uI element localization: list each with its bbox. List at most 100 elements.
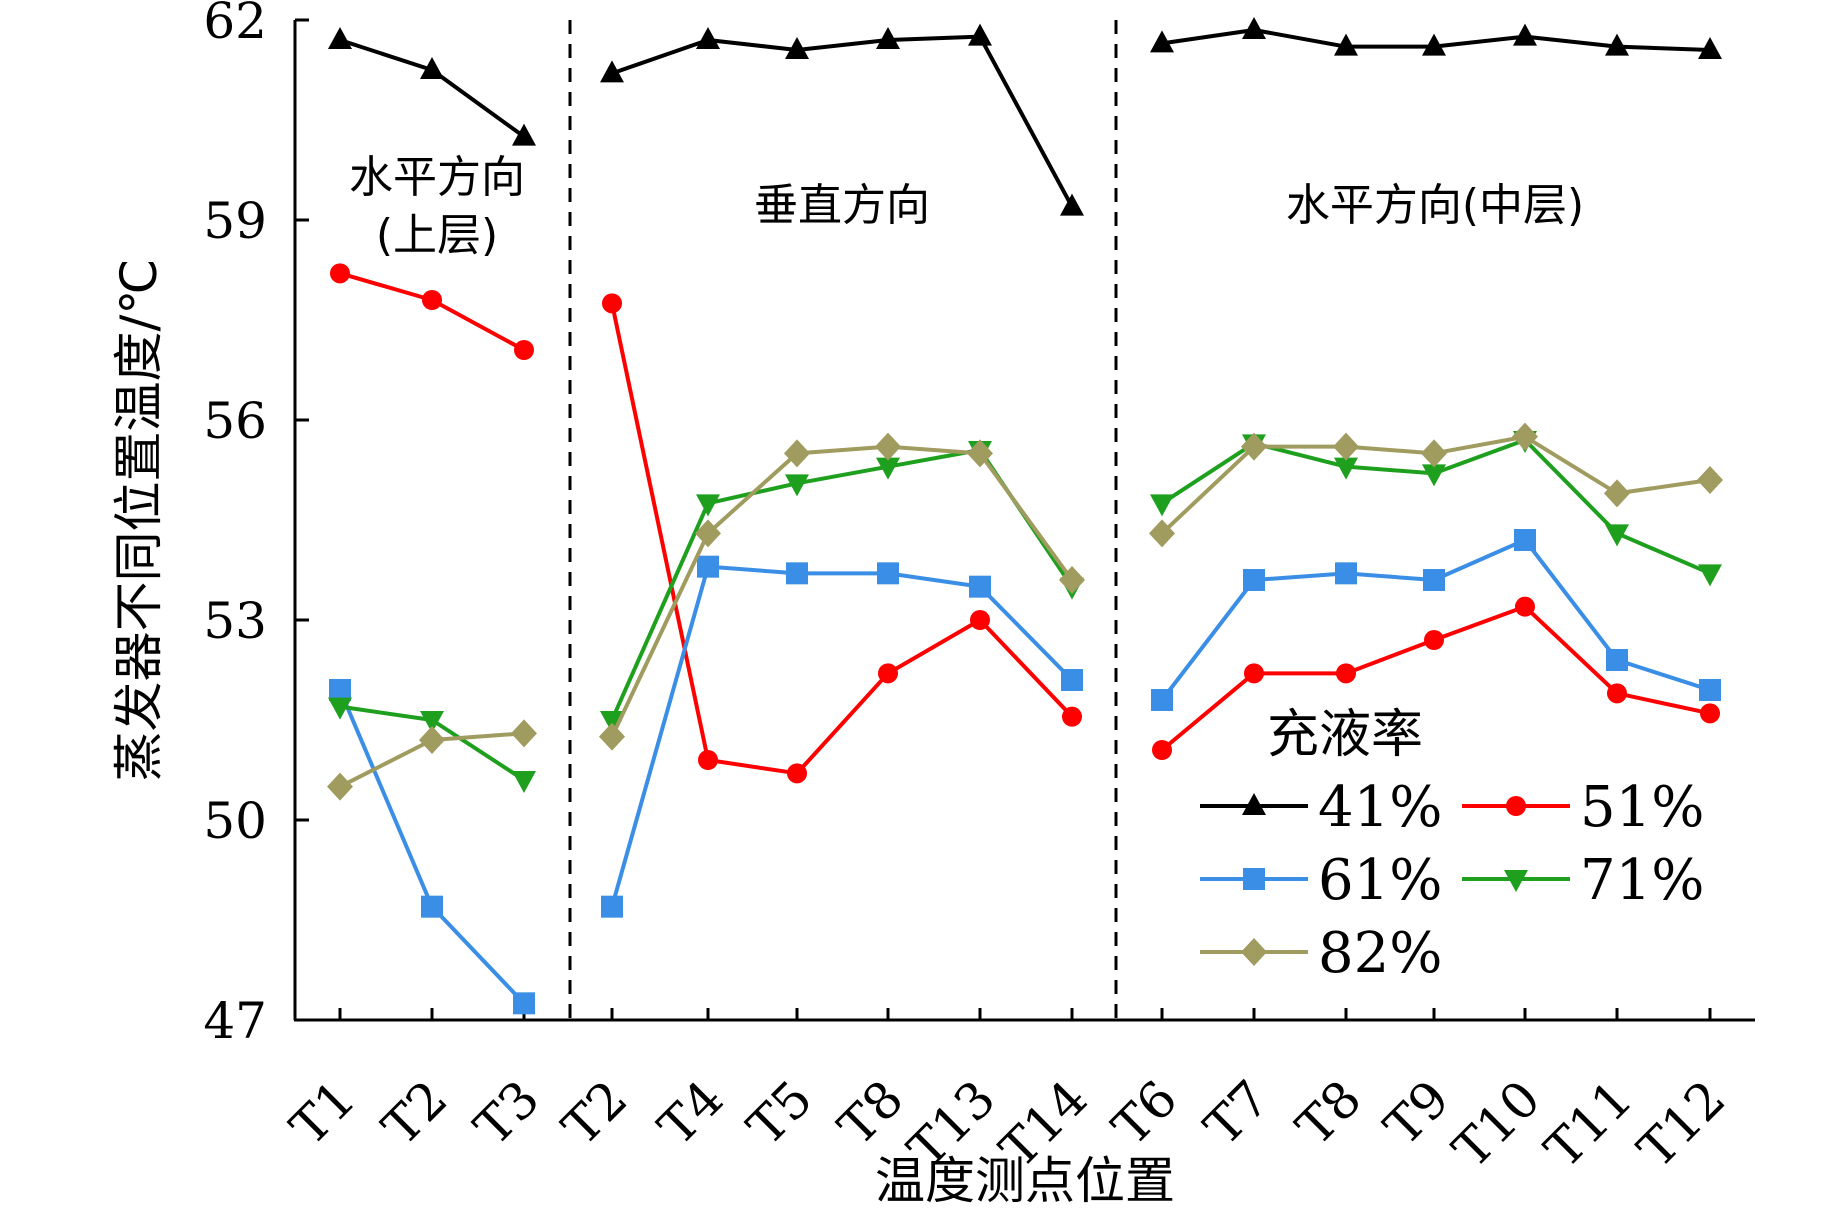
- data-point: [420, 57, 444, 79]
- series-line: [610, 448, 1074, 721]
- data-point: [969, 575, 991, 598]
- legend-item: 51%: [1462, 775, 1704, 840]
- data-point: [1700, 703, 1720, 724]
- data-point: [1698, 564, 1722, 587]
- data-point: [697, 555, 719, 578]
- data-point: [601, 895, 623, 918]
- data-point: [1151, 689, 1173, 711]
- data-point: [328, 697, 352, 720]
- legend-title: 充液率: [1267, 705, 1423, 765]
- data-point: [599, 722, 625, 751]
- data-point: [786, 562, 808, 585]
- group-label: 垂直方向: [754, 180, 930, 231]
- data-point: [695, 519, 721, 548]
- data-point: [970, 610, 990, 630]
- data-point: [1241, 432, 1267, 461]
- data-point: [696, 494, 720, 517]
- legend-marker: [1506, 796, 1526, 816]
- series-line: [1160, 538, 1711, 702]
- data-point: [696, 27, 720, 49]
- data-point: [328, 27, 352, 49]
- data-point: [877, 562, 899, 585]
- data-point: [514, 340, 534, 360]
- data-point: [1423, 569, 1445, 591]
- data-point: [1150, 30, 1174, 53]
- data-point: [1513, 23, 1537, 46]
- y-tick-label: 56: [203, 392, 267, 450]
- data-point: [1149, 519, 1175, 548]
- x-tick-label: T11: [1534, 1069, 1644, 1179]
- data-point: [878, 663, 898, 684]
- data-point: [1605, 33, 1629, 56]
- data-point: [698, 750, 718, 770]
- y-tick-label: 47: [203, 992, 267, 1050]
- data-point: [1424, 630, 1444, 650]
- data-point: [967, 439, 993, 468]
- legend-label: 51%: [1580, 775, 1704, 840]
- data-point: [876, 457, 900, 480]
- x-tick-label: T12: [1627, 1069, 1737, 1179]
- data-point: [1699, 679, 1721, 701]
- legend-marker: [1243, 868, 1265, 890]
- y-tick-label: 53: [203, 592, 267, 650]
- data-point: [511, 719, 537, 748]
- series-61pct: [329, 529, 1721, 1015]
- legend-label: 61%: [1318, 848, 1442, 913]
- x-tick-label: T2: [371, 1069, 458, 1156]
- data-point: [1244, 663, 1264, 684]
- data-point: [1060, 193, 1084, 216]
- series-line: [610, 302, 1074, 776]
- y-tick-label: 50: [203, 792, 267, 850]
- data-point: [1512, 422, 1538, 451]
- y-tick-label: 59: [203, 192, 267, 250]
- data-point: [1422, 33, 1446, 56]
- data-point: [1152, 740, 1172, 760]
- data-point: [420, 711, 444, 733]
- data-point: [1061, 669, 1083, 691]
- data-point: [1334, 457, 1358, 480]
- group-dividers: [568, 20, 1118, 1020]
- x-tick-label: T8: [1285, 1069, 1372, 1156]
- legend-item: 82%: [1200, 921, 1442, 986]
- series-82pct: [327, 422, 1723, 801]
- x-tick-label: T10: [1442, 1069, 1552, 1179]
- data-point: [785, 37, 809, 59]
- data-point: [1421, 439, 1447, 468]
- legend: 充液率 41% 51% 61% 71% 82%: [1200, 705, 1704, 986]
- data-point: [1605, 524, 1629, 547]
- data-point: [1422, 464, 1446, 487]
- group-labels: 水平方向 (上层) 垂直方向 水平方向(中层): [349, 152, 1584, 261]
- data-point: [329, 679, 351, 701]
- data-point: [513, 992, 535, 1015]
- data-point: [1607, 683, 1627, 704]
- legend-marker: [1241, 938, 1267, 966]
- series-line: [1160, 604, 1711, 752]
- legend-item: 41%: [1200, 775, 1442, 840]
- legend-label: 41%: [1318, 775, 1442, 840]
- x-tick-label: T7: [1193, 1069, 1280, 1156]
- legend-item: 61%: [1200, 848, 1442, 913]
- data-point: [1697, 466, 1723, 494]
- series-line: [611, 34, 1074, 208]
- data-point: [327, 772, 353, 801]
- x-axis-label: 温度测点位置: [875, 1152, 1175, 1210]
- y-axis-label: 蒸发器不同位置温度/℃: [110, 259, 168, 782]
- group-label: (上层): [376, 210, 498, 261]
- data-point: [1604, 479, 1630, 508]
- data-point: [1062, 706, 1082, 727]
- y-tick-label: 62: [203, 0, 267, 50]
- legend-label: 82%: [1318, 921, 1442, 986]
- series-51pct: [330, 263, 1720, 784]
- legend-label: 71%: [1580, 848, 1704, 913]
- data-point: [422, 290, 442, 310]
- data-point: [1514, 529, 1536, 551]
- series-line: [610, 444, 1074, 738]
- group-label: 水平方向: [349, 152, 525, 203]
- data-point: [1243, 569, 1265, 591]
- x-tick-label: T5: [736, 1069, 823, 1156]
- data-point: [1333, 432, 1359, 461]
- series-line: [610, 564, 1074, 908]
- series-line: [339, 38, 526, 139]
- data-point: [600, 711, 624, 733]
- data-point: [1335, 562, 1357, 585]
